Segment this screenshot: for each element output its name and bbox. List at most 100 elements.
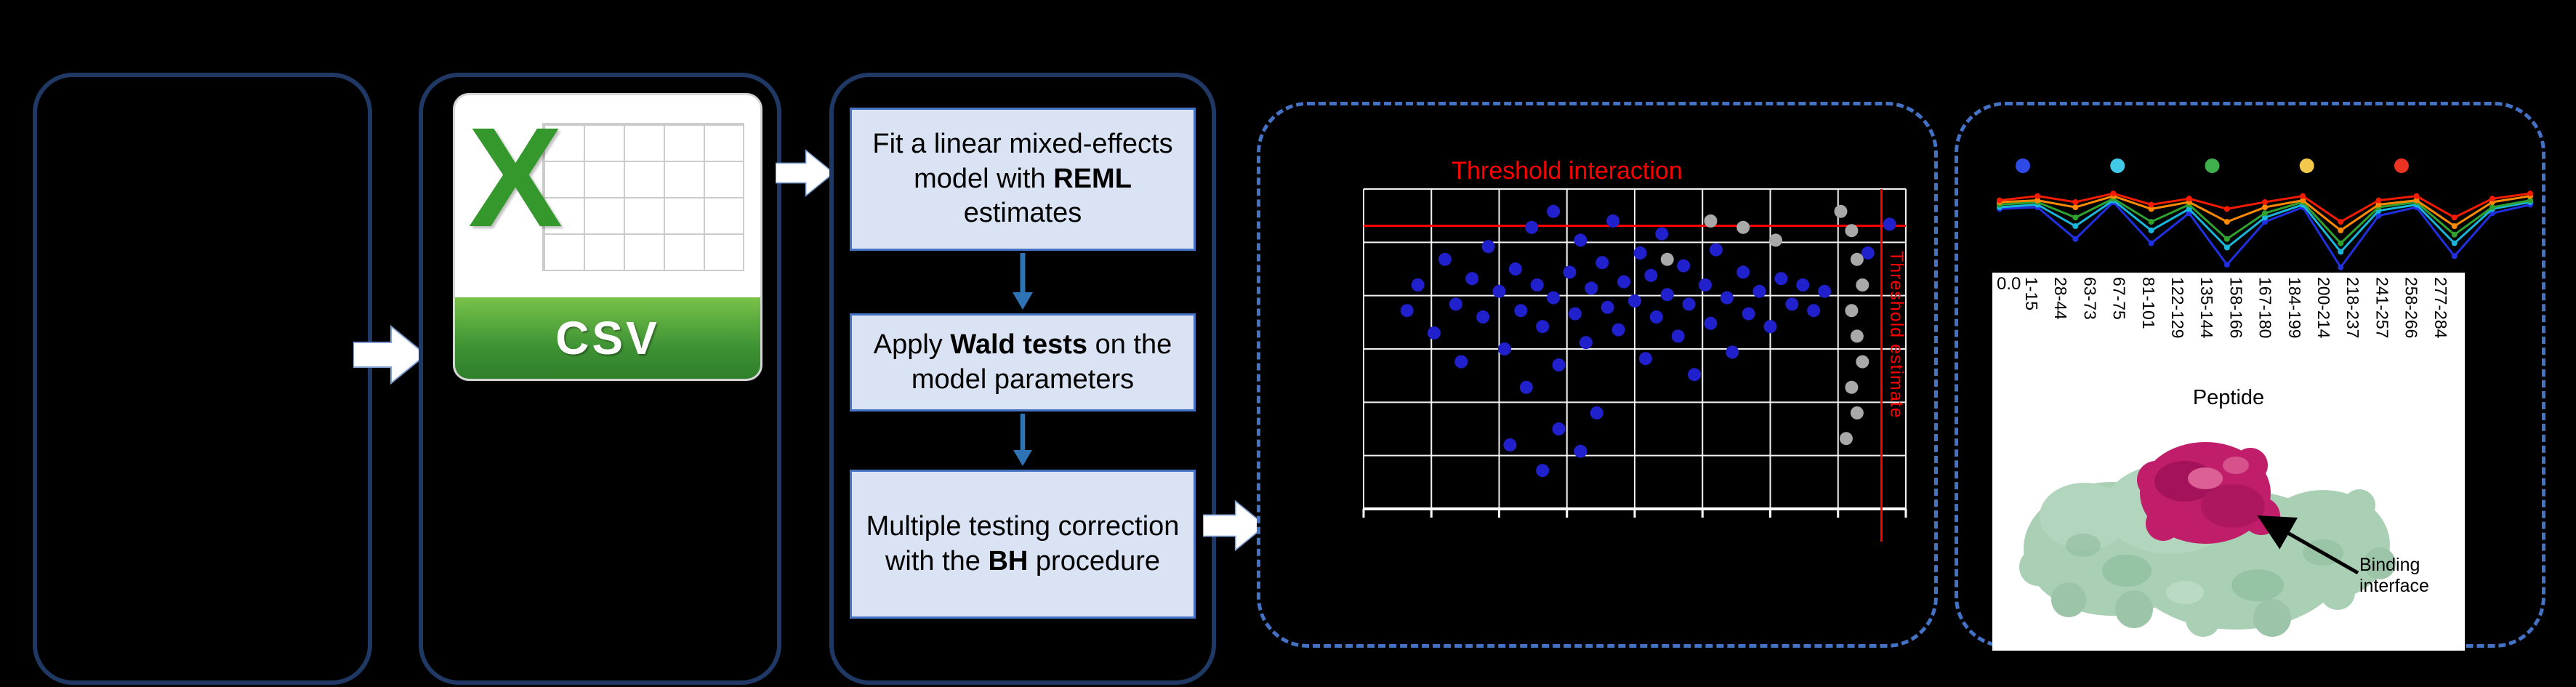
legend-dot xyxy=(2205,158,2220,173)
series-marker xyxy=(2338,249,2344,255)
peptide-profile-line-chart xyxy=(1997,158,2533,270)
significant-points xyxy=(1688,368,1702,382)
step-fit-model-text: Fit a linear mixed-effects model with RE… xyxy=(872,129,1173,229)
significant-points xyxy=(1547,204,1561,218)
csv-banner-label: CSV xyxy=(555,312,660,364)
peptide-tick-label: 1-15 xyxy=(2022,277,2041,311)
series-marker xyxy=(2148,227,2154,233)
significant-points xyxy=(1508,262,1522,276)
significant-points xyxy=(1644,268,1658,282)
series-marker xyxy=(2072,214,2079,221)
significant-points xyxy=(1752,284,1766,298)
significant-points xyxy=(1655,227,1669,241)
non-significant-points xyxy=(1856,278,1869,292)
step-bh-correction-text: Multiple testing correction with the BH … xyxy=(866,511,1180,576)
significant-points xyxy=(1763,320,1777,334)
peptide-axis-labels: 1-15 28-44 63-73 67-75 81-101 122-129 135-144 1… xyxy=(2022,277,2450,385)
significant-points xyxy=(1454,355,1468,369)
non-significant-points xyxy=(1845,224,1859,238)
peptide-tick-label: 277-284 xyxy=(2431,277,2450,339)
series-marker xyxy=(2338,264,2344,270)
flow-arrow-down-icon xyxy=(1013,414,1032,467)
series-marker xyxy=(2451,223,2458,229)
series-marker xyxy=(2451,240,2458,246)
peptide-tick-label: 200-214 xyxy=(2314,277,2334,339)
step-wald-tests-text: Apply Wald tests on the model parameters xyxy=(873,329,1172,395)
significant-points xyxy=(1617,275,1631,289)
significant-points xyxy=(1704,316,1718,330)
peptide-tick-label: 135-144 xyxy=(2197,277,2217,339)
series-marker xyxy=(2148,201,2154,208)
series-marker xyxy=(2262,204,2268,211)
flow-arrow-down-icon xyxy=(1013,253,1033,310)
spreadsheet-grid-icon xyxy=(542,123,744,271)
significant-points xyxy=(1427,326,1441,340)
non-significant-points xyxy=(1834,204,1848,218)
series-marker xyxy=(2413,197,2420,204)
significant-points xyxy=(1465,272,1479,286)
flow-arrow-right-icon xyxy=(353,324,426,385)
scatter-title: Threshold interaction xyxy=(1452,157,1683,185)
legend-dot xyxy=(2394,158,2409,173)
significant-points xyxy=(1411,278,1425,292)
non-significant-points xyxy=(1845,304,1859,318)
significant-points xyxy=(1585,281,1598,295)
significant-points xyxy=(1481,240,1495,254)
non-significant-points xyxy=(1704,214,1718,228)
significant-points xyxy=(1574,233,1587,247)
series-marker xyxy=(2072,223,2079,229)
significant-points xyxy=(1547,291,1561,305)
significant-points xyxy=(1590,406,1603,419)
significant-points xyxy=(1709,243,1723,257)
series-marker xyxy=(2262,219,2268,225)
series-marker xyxy=(2262,198,2268,205)
peptide-tick-label: 258-266 xyxy=(2402,277,2421,339)
series-marker xyxy=(2223,236,2230,242)
flow-arrow-right-icon xyxy=(776,149,834,197)
peptide-tick-label: 67-75 xyxy=(2109,277,2129,320)
binding-interface-label: Binding interface xyxy=(2359,555,2429,596)
significant-points xyxy=(1611,323,1625,337)
significant-points xyxy=(1514,304,1528,318)
peptide-tick-label: 28-44 xyxy=(2051,277,2071,320)
legend-dot xyxy=(2016,158,2030,173)
series-marker xyxy=(2148,206,2154,212)
significant-points xyxy=(1671,329,1685,343)
legend-dot xyxy=(2110,158,2125,173)
series-marker xyxy=(2338,240,2344,246)
significant-points xyxy=(1438,252,1452,266)
non-significant-points xyxy=(1660,252,1674,266)
significant-points xyxy=(1698,278,1712,292)
csv-banner: CSV xyxy=(455,297,760,379)
legend-dot xyxy=(2299,158,2314,173)
non-significant-points xyxy=(1850,406,1864,419)
significant-points xyxy=(1726,345,1739,359)
step-wald-tests: Apply Wald tests on the model parameters xyxy=(850,313,1196,411)
non-significant-points xyxy=(1856,355,1869,369)
significant-points xyxy=(1883,217,1896,231)
significant-points xyxy=(1638,352,1652,366)
series-marker xyxy=(2034,197,2041,204)
non-significant-points xyxy=(1736,220,1750,234)
peptide-tick-label: 63-73 xyxy=(2080,277,2100,320)
series-marker xyxy=(2489,196,2495,202)
peptide-tick-label: 81-101 xyxy=(2138,277,2158,329)
series-marker xyxy=(2489,210,2495,217)
peptide-tick-label: 184-199 xyxy=(2285,277,2304,339)
series-marker xyxy=(2223,262,2230,268)
significant-points xyxy=(1628,294,1641,308)
significant-points xyxy=(1601,300,1614,314)
flow-arrow-right-icon xyxy=(1203,499,1265,552)
series-marker xyxy=(2413,193,2420,199)
significant-points xyxy=(1574,444,1587,458)
statistics-method-panel: Fit a linear mixed-effects model with RE… xyxy=(829,73,1216,685)
significant-points xyxy=(1660,288,1674,302)
significant-points xyxy=(1400,304,1414,318)
significant-points xyxy=(1552,422,1566,435)
series-marker xyxy=(2186,206,2192,212)
significant-points xyxy=(1530,278,1544,292)
peptide-tick-label: 241-257 xyxy=(2372,277,2392,339)
threshold-estimate-label: Threshold estimate xyxy=(1886,251,1907,419)
significant-points xyxy=(1677,259,1691,273)
step-fit-model: Fit a linear mixed-effects model with RE… xyxy=(850,108,1196,251)
